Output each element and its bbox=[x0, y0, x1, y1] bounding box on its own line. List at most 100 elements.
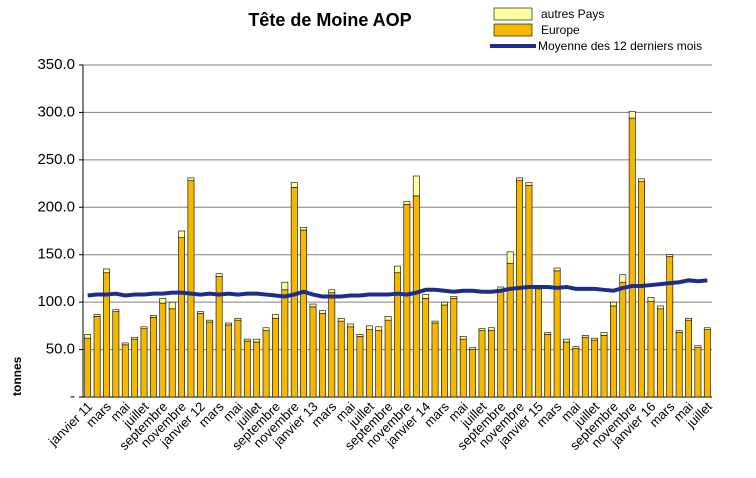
bar-segment bbox=[103, 268, 110, 274]
bar-segment bbox=[131, 338, 139, 398]
y-tick-label: - bbox=[70, 388, 75, 405]
bar-segment bbox=[347, 326, 354, 398]
bar-segment bbox=[638, 181, 645, 398]
bar-segment bbox=[525, 182, 533, 186]
bar-segment bbox=[506, 262, 514, 398]
chart-title: Tête de Moine AOP bbox=[248, 10, 411, 30]
y-tick-label: 200.0 bbox=[37, 198, 75, 215]
bar-segment bbox=[394, 265, 401, 274]
bar-segment bbox=[253, 341, 261, 398]
bar-segment bbox=[506, 251, 514, 264]
bar-segment bbox=[516, 177, 523, 182]
bar-segment bbox=[656, 308, 664, 398]
bar-segment bbox=[84, 337, 92, 398]
y-tick-label: 100.0 bbox=[37, 293, 75, 310]
bar-segment bbox=[103, 272, 110, 398]
bar-segment bbox=[112, 309, 120, 312]
bar-segment bbox=[450, 298, 458, 398]
bar-segment bbox=[318, 313, 326, 398]
bar-segment bbox=[544, 332, 552, 335]
bar-segment bbox=[206, 321, 214, 398]
bar-segment bbox=[403, 204, 411, 398]
bar-segment bbox=[121, 342, 129, 346]
bar-segment bbox=[441, 301, 448, 306]
bar-segment bbox=[553, 267, 561, 272]
y-tick-label: 150.0 bbox=[37, 246, 75, 263]
bar-segment bbox=[581, 336, 589, 398]
bar-segment bbox=[121, 344, 129, 398]
bar-segment bbox=[694, 345, 702, 348]
bar-segment bbox=[628, 111, 636, 119]
bar-segment bbox=[412, 175, 420, 197]
bar-segment bbox=[685, 319, 692, 398]
bar-segment bbox=[459, 335, 467, 340]
bar-segment bbox=[150, 315, 157, 318]
bar-segment bbox=[159, 298, 167, 304]
bar-segment bbox=[178, 237, 185, 398]
bar-segment bbox=[375, 326, 383, 331]
legend-label: autres Pays bbox=[541, 7, 604, 21]
bar-segment bbox=[647, 297, 655, 302]
bar-segment bbox=[459, 338, 467, 398]
bar-segment bbox=[469, 347, 477, 350]
bar-segment bbox=[478, 330, 486, 398]
bar-segment bbox=[93, 314, 101, 317]
bar-segment bbox=[262, 330, 270, 398]
y-tick-label: 350.0 bbox=[37, 56, 75, 73]
bar-segment bbox=[234, 317, 242, 321]
bar-segment bbox=[431, 322, 439, 398]
bar-segment bbox=[140, 326, 148, 330]
legend-label: Europe bbox=[541, 23, 580, 37]
bar-segment bbox=[337, 317, 345, 322]
bar-segment bbox=[694, 347, 702, 398]
bar-segment bbox=[572, 348, 580, 398]
bar-segment bbox=[610, 305, 617, 398]
bar-segment bbox=[365, 329, 373, 398]
bar-segment bbox=[290, 182, 298, 188]
bar-segment bbox=[591, 337, 599, 341]
bar-segment bbox=[168, 308, 176, 398]
bar-segment bbox=[675, 332, 683, 398]
bar-segment bbox=[272, 314, 279, 319]
bar-segment bbox=[196, 313, 204, 398]
bar-segment bbox=[703, 327, 711, 330]
legend-label: Moyenne des 12 derniers mois bbox=[538, 39, 702, 53]
bar-segment bbox=[300, 226, 308, 231]
bar-segment bbox=[656, 305, 664, 310]
bar-segment bbox=[572, 346, 580, 349]
bar-segment bbox=[328, 292, 336, 398]
bar-segment bbox=[300, 229, 308, 398]
bar-segment bbox=[337, 320, 345, 398]
bar-segment bbox=[234, 319, 242, 398]
bar-segment bbox=[196, 311, 204, 314]
bar-segment bbox=[318, 310, 326, 314]
legend-swatch bbox=[493, 23, 533, 37]
bar-segment bbox=[525, 185, 533, 398]
bar-segment bbox=[487, 327, 495, 331]
bar-segment bbox=[178, 230, 185, 238]
bar-segment bbox=[187, 180, 195, 398]
bar-segment bbox=[619, 281, 627, 398]
y-tick-label: 300.0 bbox=[37, 103, 75, 120]
bar-segment bbox=[150, 317, 157, 398]
bar-segment bbox=[600, 335, 608, 398]
bar-segment bbox=[243, 338, 251, 342]
bar-segment bbox=[253, 338, 261, 343]
bar-segment bbox=[487, 330, 495, 398]
bar-segment bbox=[581, 335, 589, 338]
bar-segment bbox=[328, 289, 336, 293]
bar-segment bbox=[675, 330, 683, 333]
bar-segment bbox=[159, 302, 167, 398]
y-axis-label: tonnes bbox=[10, 356, 24, 396]
bar-segment bbox=[84, 334, 92, 339]
bar-segment bbox=[225, 322, 232, 326]
bar-segment bbox=[375, 330, 383, 398]
line bbox=[87, 278, 708, 299]
bar-segment bbox=[272, 317, 279, 398]
bar-segment bbox=[628, 117, 636, 398]
bar-segment bbox=[685, 317, 692, 321]
bar-segment bbox=[422, 294, 430, 299]
bar-segment bbox=[544, 334, 552, 398]
bar-segment bbox=[281, 281, 289, 291]
